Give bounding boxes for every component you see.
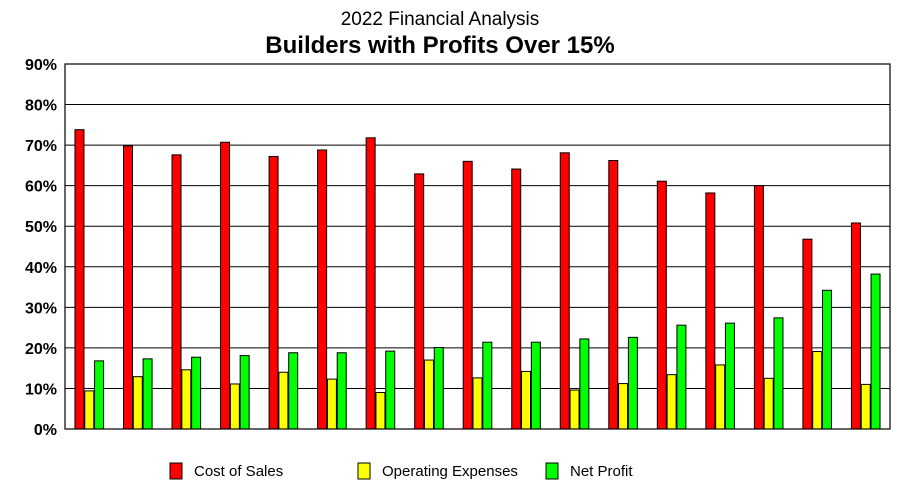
legend: Cost of Sales Operating Expenses Net Profi…: [169, 462, 633, 480]
legend-label-operating-expenses: Operating Expenses: [382, 463, 518, 480]
bar-cost-of-sales: [122, 145, 133, 430]
bar-cost-of-sales: [850, 222, 861, 430]
bar-operating-expenses: [618, 383, 629, 430]
bar-operating-expenses: [278, 371, 289, 430]
bar-net-profit: [385, 350, 396, 430]
legend-label-cost-of-sales: Cost of Sales: [194, 463, 283, 480]
bar-cost-of-sales: [414, 173, 425, 430]
y-axis: 0% 10% 20% 30% 40% 50% 60% 70% 80% 90%: [25, 57, 57, 439]
legend-label-net-profit: Net Profit: [570, 463, 633, 480]
bar-net-profit: [676, 324, 687, 430]
bar-cost-of-sales: [656, 180, 667, 430]
bar-cost-of-sales: [608, 160, 619, 430]
bar-cost-of-sales: [753, 185, 764, 430]
y-tick-label: 40%: [25, 260, 57, 277]
y-tick-label: 30%: [25, 300, 57, 317]
bar-operating-expenses: [569, 389, 580, 430]
bar-net-profit: [336, 352, 347, 430]
bar-cost-of-sales: [171, 154, 182, 430]
bar-operating-expenses: [375, 392, 386, 430]
bar-operating-expenses: [763, 377, 774, 430]
bar-net-profit: [530, 341, 541, 430]
bar-net-profit: [482, 341, 493, 430]
bar-cost-of-sales: [462, 160, 473, 430]
bar-net-profit: [94, 360, 105, 430]
y-tick-label: 10%: [25, 381, 57, 398]
bar-net-profit: [433, 346, 444, 430]
bar-cost-of-sales: [220, 141, 231, 430]
chart-title: Builders with Profits Over 15%: [265, 32, 614, 59]
bar-operating-expenses: [812, 351, 823, 430]
bar-net-profit: [822, 289, 833, 430]
bar-cost-of-sales: [705, 192, 716, 430]
bar-net-profit: [288, 352, 299, 430]
bar-cost-of-sales: [802, 238, 813, 430]
bar-layer: [74, 129, 881, 430]
y-tick-label: 90%: [25, 57, 57, 74]
bar-operating-expenses: [423, 359, 434, 430]
bar-net-profit: [724, 322, 735, 430]
y-tick-label: 0%: [34, 422, 57, 439]
legend-swatch-net-profit: [545, 462, 559, 480]
bar-cost-of-sales: [74, 129, 85, 430]
plot-frame: [64, 63, 891, 430]
bar-operating-expenses: [715, 364, 726, 430]
bar-operating-expenses: [472, 377, 483, 430]
y-tick-label: 60%: [25, 179, 57, 196]
bar-net-profit: [773, 317, 784, 430]
bar-net-profit: [870, 273, 881, 430]
chart-subtitle: 2022 Financial Analysis: [341, 9, 540, 30]
bar-cost-of-sales: [511, 168, 522, 430]
bar-cost-of-sales: [559, 152, 570, 430]
bar-operating-expenses: [860, 383, 871, 430]
bar-operating-expenses: [181, 369, 192, 430]
y-tick-label: 70%: [25, 138, 57, 155]
bar-cost-of-sales: [365, 137, 376, 430]
bar-operating-expenses: [84, 390, 95, 430]
bar-operating-expenses: [326, 378, 337, 430]
bar-net-profit: [142, 358, 153, 430]
y-tick-label: 50%: [25, 219, 57, 236]
bar-cost-of-sales: [268, 155, 279, 430]
bar-operating-expenses: [132, 376, 143, 430]
bar-cost-of-sales: [317, 149, 328, 430]
bar-net-profit: [239, 355, 250, 430]
legend-swatch-operating-expenses: [357, 462, 371, 480]
bar-operating-expenses: [666, 374, 677, 430]
y-tick-label: 80%: [25, 98, 57, 115]
bar-net-profit: [579, 338, 590, 430]
legend-swatch-cost-of-sales: [169, 462, 183, 480]
bar-operating-expenses: [229, 383, 240, 430]
y-tick-label: 20%: [25, 341, 57, 358]
bar-net-profit: [627, 336, 638, 430]
bar-operating-expenses: [521, 370, 532, 430]
bar-net-profit: [191, 356, 202, 430]
